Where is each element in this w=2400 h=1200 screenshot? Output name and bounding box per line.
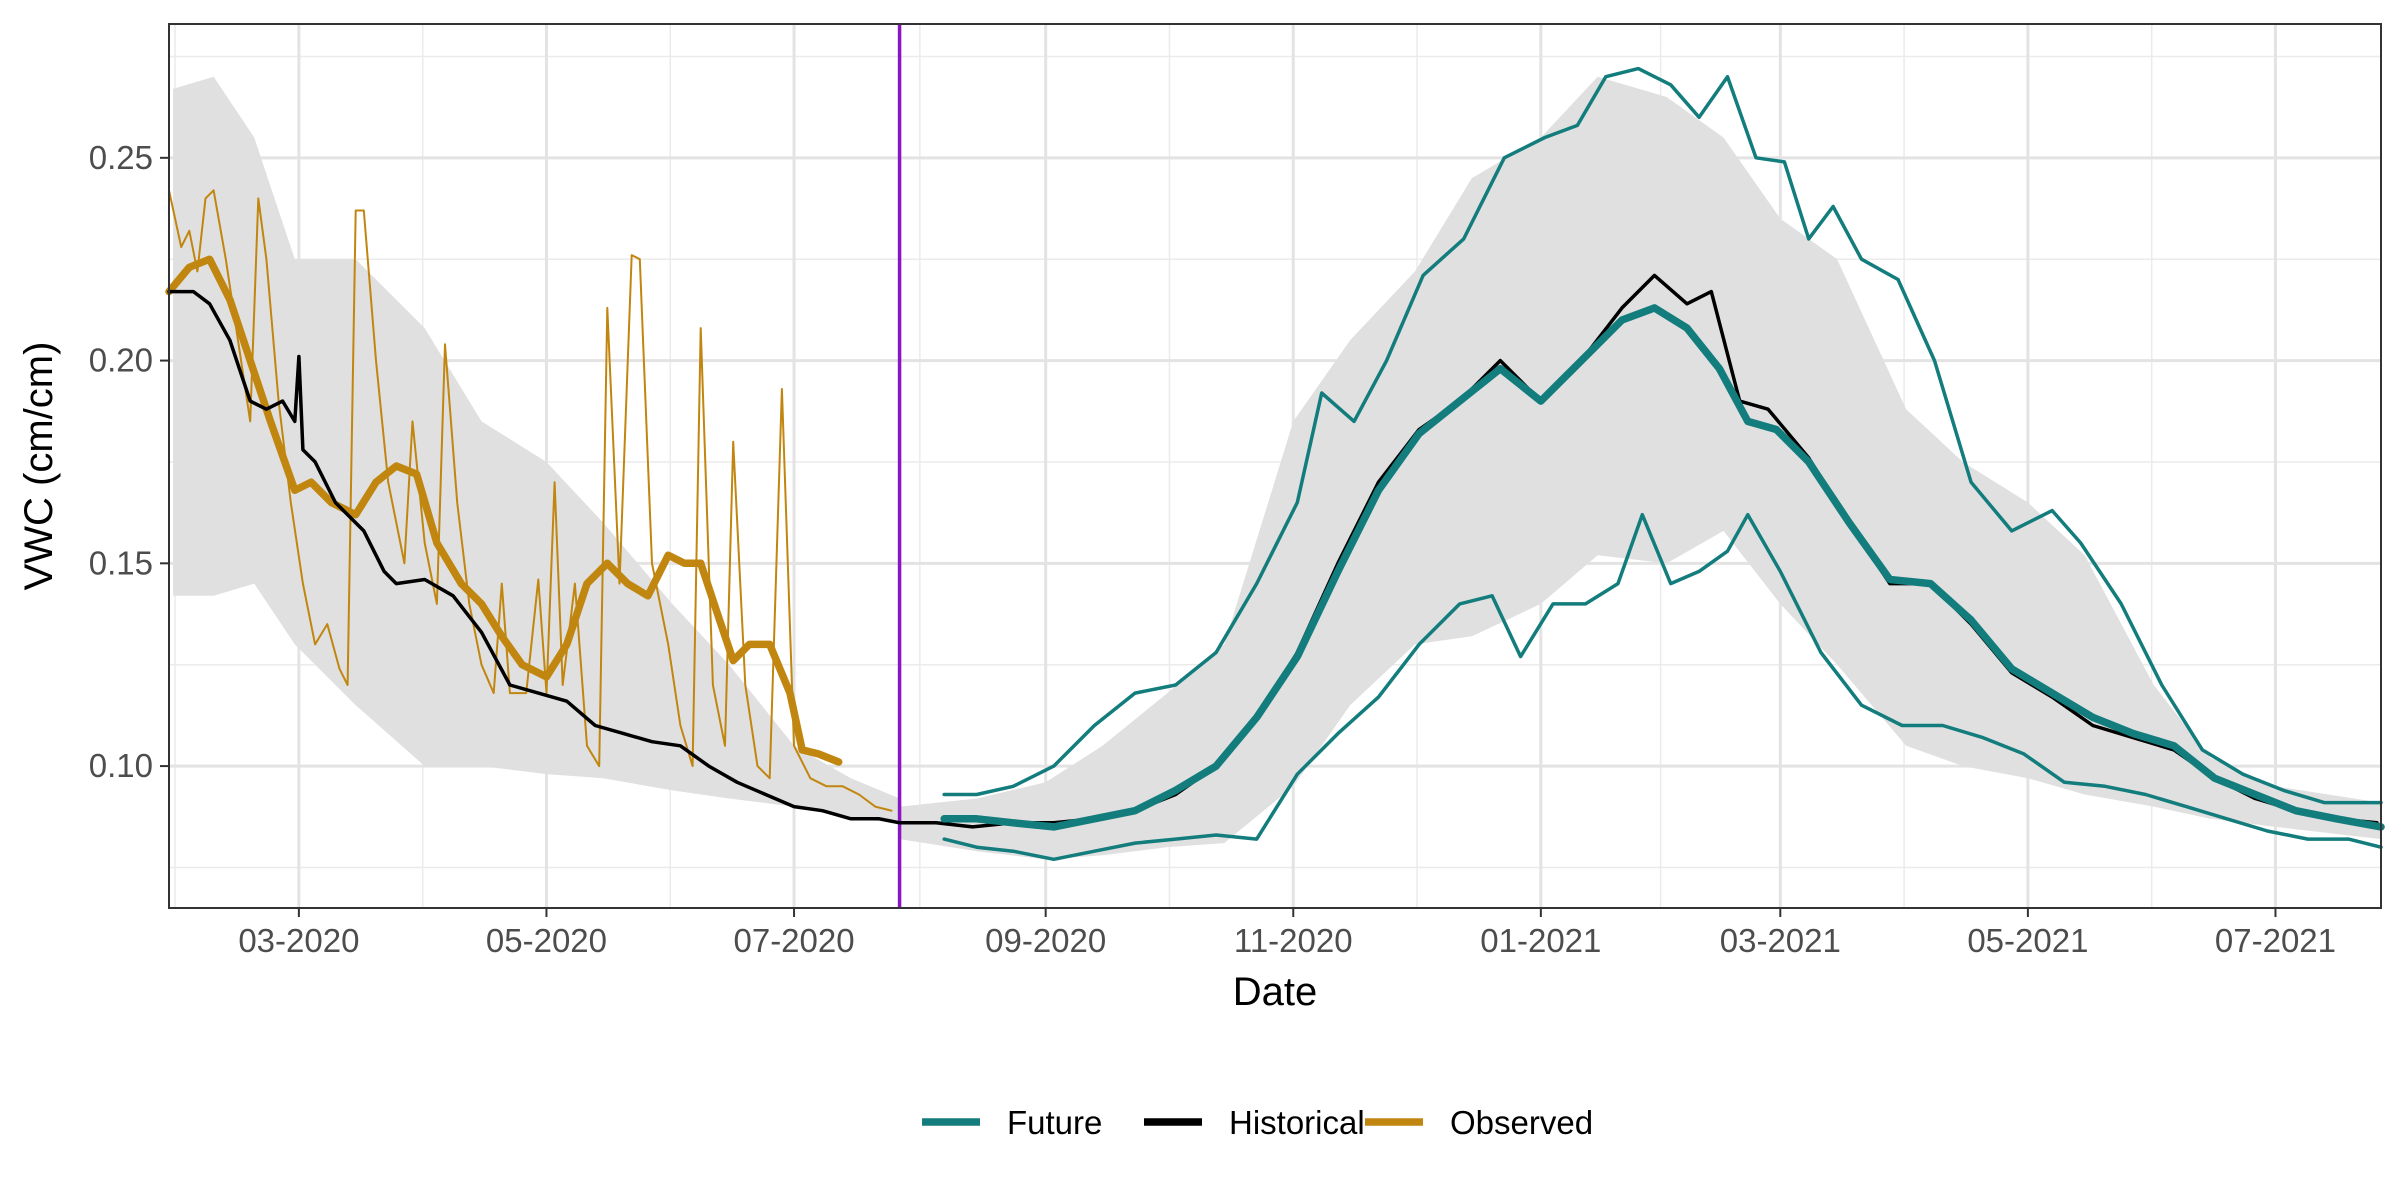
observed-thick-line — [165, 255, 843, 766]
x-axis-title: Date — [1233, 970, 1318, 1014]
y-tick-label: 0.10 — [89, 747, 153, 784]
panel-border — [168, 23, 2382, 909]
legend-label-observed: Observed — [1450, 1104, 1593, 1141]
future-medium-line — [942, 512, 2383, 862]
y-tick-label: 0.15 — [89, 544, 153, 581]
y-axis-ticks: 0.10 0.15 0.20 0.25 — [89, 139, 169, 784]
y-tick-label: 0.25 — [89, 139, 153, 176]
x-axis-ticks: 03-2020 05-2020 07-2020 09-2020 11-2020 01-20… — [238, 908, 2336, 959]
x-tick-label: 11-2020 — [1234, 922, 1353, 959]
future-medium-line — [942, 66, 2383, 805]
x-tick-label: 07-2021 — [2215, 922, 2336, 959]
legend-label-historical: Historical — [1229, 1104, 1365, 1141]
y-axis-title: VWC (cm/cm) — [17, 342, 61, 591]
x-tick-label: 03-2021 — [1720, 922, 1841, 959]
series-lines — [165, 66, 2385, 862]
x-tick-label: 05-2021 — [1967, 922, 2088, 959]
x-tick-label: 01-2021 — [1480, 922, 1601, 959]
legend: Future Historical Observed — [922, 1104, 1593, 1141]
future-thick-line — [940, 304, 2385, 831]
legend-label-future: Future — [1007, 1104, 1102, 1141]
y-tick-label: 0.20 — [89, 342, 153, 379]
x-tick-label: 09-2020 — [985, 922, 1106, 959]
x-tick-label: 03-2020 — [238, 922, 359, 959]
x-tick-label: 05-2020 — [486, 922, 607, 959]
x-tick-label: 07-2020 — [733, 922, 854, 959]
